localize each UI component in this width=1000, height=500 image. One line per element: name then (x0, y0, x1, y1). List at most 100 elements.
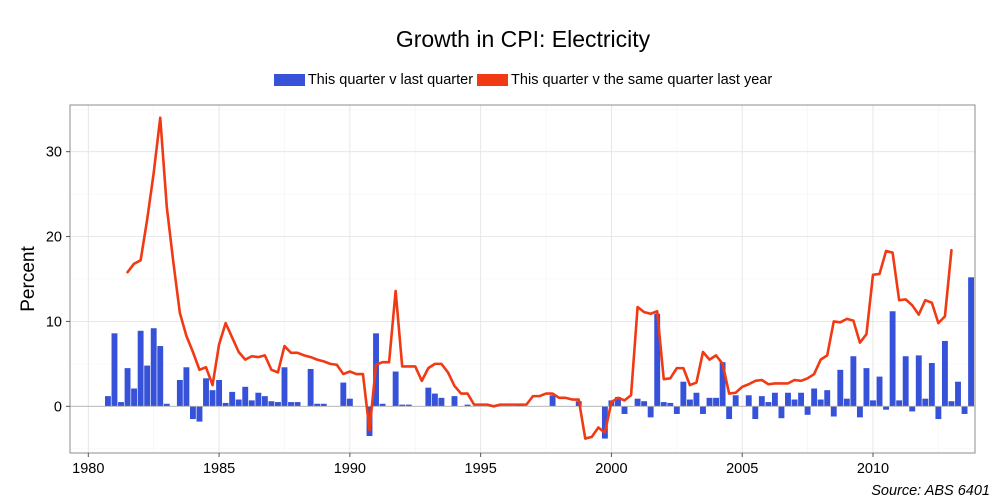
bar (399, 404, 406, 407)
legend-label-annual: This quarter v the same quarter last yea… (511, 72, 773, 88)
legend-item-annual: This quarter v the same quarter last yea… (477, 72, 772, 88)
bar (464, 404, 471, 407)
y-tick-label: 10 (46, 314, 62, 330)
bar (811, 388, 818, 407)
bar (150, 328, 157, 407)
x-tick-label: 1995 (465, 461, 497, 477)
series-line (126, 116, 953, 440)
bar (189, 406, 196, 420)
x-tick-label: 2010 (857, 461, 889, 477)
y-tick-label: 0 (54, 399, 62, 415)
x-tick-label: 2005 (726, 461, 758, 477)
bar (379, 403, 386, 407)
bar (824, 390, 831, 407)
bar (176, 380, 183, 407)
bar (713, 397, 719, 407)
y-axis-title: Percent (18, 246, 39, 312)
bar (686, 399, 693, 407)
bar (817, 399, 824, 407)
bar (700, 406, 706, 414)
bar (346, 398, 353, 407)
bar (641, 401, 648, 407)
bar (307, 368, 314, 407)
bar (216, 380, 223, 407)
bar (183, 367, 190, 407)
bar (660, 402, 667, 407)
bar (785, 392, 791, 407)
legend-swatch-annual (477, 74, 509, 86)
x-tick-label: 1990 (334, 461, 366, 477)
bar (883, 406, 890, 410)
bar (274, 402, 281, 407)
bar (941, 340, 948, 407)
bar (124, 368, 131, 407)
legend-swatch-quarterly (273, 74, 305, 86)
bar (719, 362, 726, 407)
legend: This quarter v last quarter This quarter… (0, 72, 1000, 88)
bar (281, 367, 288, 407)
chart-title: Growth in CPI: Electricity (395, 26, 651, 52)
x-tick-label: 1985 (203, 461, 235, 477)
bar (752, 406, 759, 420)
bar (935, 406, 942, 420)
bar (758, 396, 765, 407)
bar (451, 396, 458, 407)
bar (706, 397, 713, 407)
bar (732, 395, 739, 407)
bar (431, 393, 438, 407)
bar (621, 406, 628, 414)
bar (647, 406, 654, 418)
source-note: Source: ABS 6401 (871, 483, 990, 499)
bar (889, 311, 896, 407)
bar (248, 400, 255, 407)
bar (255, 392, 262, 407)
bar (425, 387, 432, 407)
bar (144, 365, 151, 407)
bar (163, 403, 170, 407)
bar (320, 403, 327, 407)
bar (261, 396, 268, 407)
bar (288, 402, 294, 407)
bar (798, 392, 805, 407)
bar (392, 371, 399, 407)
bar (922, 398, 929, 407)
bar (222, 402, 229, 407)
bar (405, 404, 412, 407)
bar (765, 402, 772, 407)
legend-item-quarterly: This quarter v last quarter (273, 72, 473, 88)
bar (928, 363, 935, 407)
bar (294, 402, 301, 407)
bar (791, 399, 798, 407)
bar (111, 333, 118, 407)
bar (948, 401, 955, 407)
bar (778, 406, 785, 419)
bar (601, 406, 608, 439)
bar (314, 403, 321, 407)
bar (667, 402, 674, 407)
bar (876, 376, 883, 407)
bar (438, 397, 445, 407)
bar (830, 406, 837, 417)
bar (896, 400, 903, 407)
bar (549, 395, 556, 407)
bar (209, 390, 216, 407)
bar (137, 330, 144, 407)
bar (837, 369, 844, 407)
bar (863, 368, 870, 407)
bar (268, 401, 275, 407)
bar (680, 381, 687, 407)
x-tick-label: 2000 (595, 461, 627, 477)
bar (693, 392, 700, 407)
bar (726, 406, 733, 420)
bar (870, 400, 876, 407)
bar (340, 382, 347, 407)
bar (242, 386, 249, 407)
bar (968, 277, 975, 407)
bar (235, 399, 242, 407)
bar (673, 406, 680, 414)
bar (856, 406, 863, 418)
bar (654, 313, 661, 407)
bar (804, 406, 811, 415)
bar (104, 396, 111, 407)
